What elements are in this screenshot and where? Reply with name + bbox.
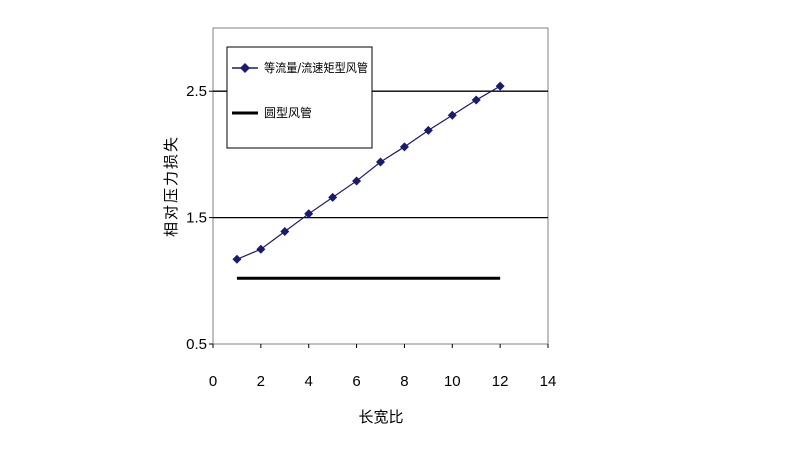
y-tick-label-0: 0.5 [186,336,207,353]
y-axis-ticks: 0.5 1.5 2.5 [186,83,213,353]
data-point-0-7 [399,142,409,152]
y-tick-label-1: 1.5 [186,210,207,227]
y-tick-label-2: 2.5 [186,83,207,100]
data-point-0-1 [256,244,266,254]
legend-label-round-duct: 圆型风管 [264,105,312,120]
data-point-0-0 [232,254,242,264]
y-axis-title: 相对压力损失 [162,135,180,237]
data-point-0-2 [280,227,290,237]
legend-box [226,46,373,149]
x-axis-ticks: 0 2 4 6 8 10 12 14 [209,344,557,390]
data-point-0-9 [447,110,457,120]
x-tick-label-7: 14 [540,373,557,390]
x-tick-label-0: 0 [209,373,217,390]
data-point-0-5 [352,176,362,186]
series-layer [232,81,505,280]
data-point-0-8 [423,125,433,135]
legend: 等流量/流速矩型风管 圆型风管 [226,46,373,149]
data-point-0-4 [328,192,338,202]
series-line-0 [236,85,501,260]
x-tick-label-4: 8 [400,373,408,390]
legend-label-rect-duct: 等流量/流速矩型风管 [264,60,368,75]
data-point-0-6 [376,157,385,167]
x-tick-label-5: 10 [444,373,461,390]
x-tick-label-3: 6 [352,373,360,390]
x-tick-label-6: 12 [492,373,509,390]
data-point-0-10 [471,95,481,105]
x-tick-label-1: 2 [257,373,265,390]
x-tick-label-2: 4 [305,373,313,390]
data-point-0-3 [304,209,314,219]
legend-marker-diamond [240,63,250,73]
data-point-0-11 [495,81,505,91]
x-axis-title: 长宽比 [358,408,403,426]
